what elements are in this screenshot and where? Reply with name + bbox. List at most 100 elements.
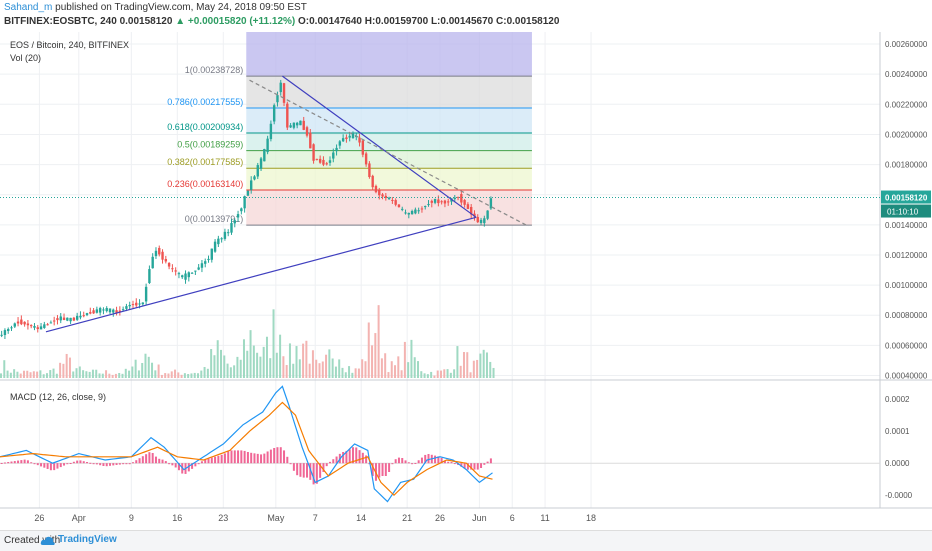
macd-histogram-bar bbox=[66, 463, 69, 465]
macd-histogram-bar bbox=[368, 463, 371, 465]
volume-bar bbox=[203, 367, 206, 378]
candle-body bbox=[200, 263, 204, 268]
candle-body bbox=[158, 247, 161, 255]
macd-histogram-bar bbox=[483, 463, 486, 465]
volume-bar bbox=[449, 372, 452, 378]
candle-body bbox=[148, 269, 151, 284]
fib-level-label: 0(0.00139791) bbox=[185, 214, 244, 224]
macd-histogram-bar bbox=[105, 463, 108, 467]
macd-histogram-bar bbox=[345, 450, 348, 464]
macd-histogram-bar bbox=[302, 463, 305, 478]
macd-histogram-bar bbox=[191, 463, 194, 469]
candle-body bbox=[174, 270, 177, 272]
last-price-badge-label: 0.00158120 bbox=[885, 194, 928, 203]
macd-histogram-bar bbox=[427, 454, 430, 464]
candle-body bbox=[427, 204, 430, 206]
volume-bar bbox=[482, 349, 485, 378]
price-change: +0.00015820 (+11.12%) bbox=[187, 16, 296, 27]
macd-histogram-bar bbox=[394, 459, 397, 464]
candle-body bbox=[259, 158, 263, 169]
volume-bar bbox=[26, 370, 29, 378]
tradingview-logo[interactable]: TradingView bbox=[58, 534, 117, 545]
volume-bar bbox=[0, 373, 2, 378]
macd-histogram-bar bbox=[407, 462, 410, 464]
time-axis-tick-label: May bbox=[267, 513, 285, 523]
volume-bar bbox=[407, 362, 410, 378]
high-value: 0.00159700 bbox=[375, 16, 429, 27]
candle-body bbox=[269, 123, 273, 140]
macd-histogram-bar bbox=[453, 463, 456, 465]
volume-bar bbox=[341, 367, 344, 378]
candle-body bbox=[315, 158, 319, 160]
fib-level-label: 0.382(0.00177585) bbox=[167, 157, 243, 167]
candle-body bbox=[266, 138, 269, 153]
macd-histogram-bar bbox=[200, 461, 203, 464]
volume-bar bbox=[183, 373, 186, 378]
macd-histogram-bar bbox=[414, 462, 417, 464]
macd-histogram-bar bbox=[145, 454, 148, 464]
candle-body bbox=[16, 321, 20, 324]
volume-bar bbox=[213, 355, 216, 378]
candle-body bbox=[59, 316, 62, 321]
volume-bar bbox=[256, 352, 259, 378]
volume-bar bbox=[121, 373, 124, 378]
candle-body bbox=[161, 251, 164, 260]
trendline-dashed[interactable] bbox=[249, 79, 529, 227]
volume-bar bbox=[472, 360, 475, 378]
volume-bar bbox=[114, 373, 117, 378]
candle-body bbox=[118, 310, 122, 312]
macd-histogram-bar bbox=[355, 447, 358, 464]
candle-body bbox=[276, 95, 279, 103]
chart-legend-macd: MACD (12, 26, close, 9) bbox=[10, 392, 107, 402]
price-axis-tick-label: 0.00120000 bbox=[885, 251, 928, 260]
author-link[interactable]: Sahand_m bbox=[4, 2, 53, 13]
price-axis-tick-label: 0.00100000 bbox=[885, 281, 928, 290]
volume-bar bbox=[19, 373, 22, 378]
fib-level-label: 1(0.00238728) bbox=[185, 65, 244, 75]
macd-histogram-bar bbox=[325, 463, 328, 467]
candle-body bbox=[85, 313, 89, 316]
candle-body bbox=[177, 273, 181, 275]
volume-bar bbox=[32, 371, 35, 378]
time-axis-tick-label: 21 bbox=[402, 513, 412, 523]
candle-body bbox=[98, 308, 102, 313]
volume-bar bbox=[6, 370, 9, 378]
trendline-upper[interactable] bbox=[282, 75, 477, 218]
volume-bar bbox=[82, 370, 85, 378]
volume-bar bbox=[52, 368, 55, 378]
volume-bar bbox=[430, 371, 433, 378]
candle-body bbox=[397, 204, 401, 208]
volume-bar bbox=[367, 322, 370, 378]
macd-histogram-bar bbox=[411, 463, 414, 465]
volume-bar bbox=[259, 356, 262, 378]
macd-histogram-bar bbox=[36, 463, 39, 466]
candle-body bbox=[128, 304, 131, 307]
candle-body bbox=[368, 163, 371, 178]
macd-histogram-bar bbox=[154, 456, 157, 464]
macd-histogram-bar bbox=[447, 461, 450, 464]
candle-body bbox=[210, 248, 213, 260]
macd-histogram-bar bbox=[109, 463, 111, 466]
volume-bar bbox=[272, 309, 275, 378]
volume-bar bbox=[489, 361, 492, 378]
macd-histogram-bar bbox=[306, 463, 309, 478]
candle-body bbox=[407, 212, 411, 215]
close-label: C: bbox=[496, 16, 507, 27]
candle-body bbox=[62, 317, 66, 320]
candle-body bbox=[256, 165, 259, 177]
macd-histogram-bar bbox=[329, 461, 331, 464]
volume-bar bbox=[364, 361, 367, 378]
candle-body bbox=[227, 232, 230, 234]
volume-bar bbox=[59, 362, 62, 378]
volume-bar bbox=[361, 359, 364, 378]
trendline-lower[interactable] bbox=[45, 216, 477, 333]
candle-body bbox=[338, 141, 342, 146]
volume-bar bbox=[275, 352, 278, 378]
price-axis-tick-label: 0.00080000 bbox=[885, 311, 928, 320]
candle-body bbox=[66, 317, 69, 321]
volume-bar bbox=[315, 359, 318, 378]
candle-body bbox=[479, 219, 483, 223]
candle-body bbox=[374, 185, 378, 193]
volume-bar bbox=[134, 359, 137, 378]
